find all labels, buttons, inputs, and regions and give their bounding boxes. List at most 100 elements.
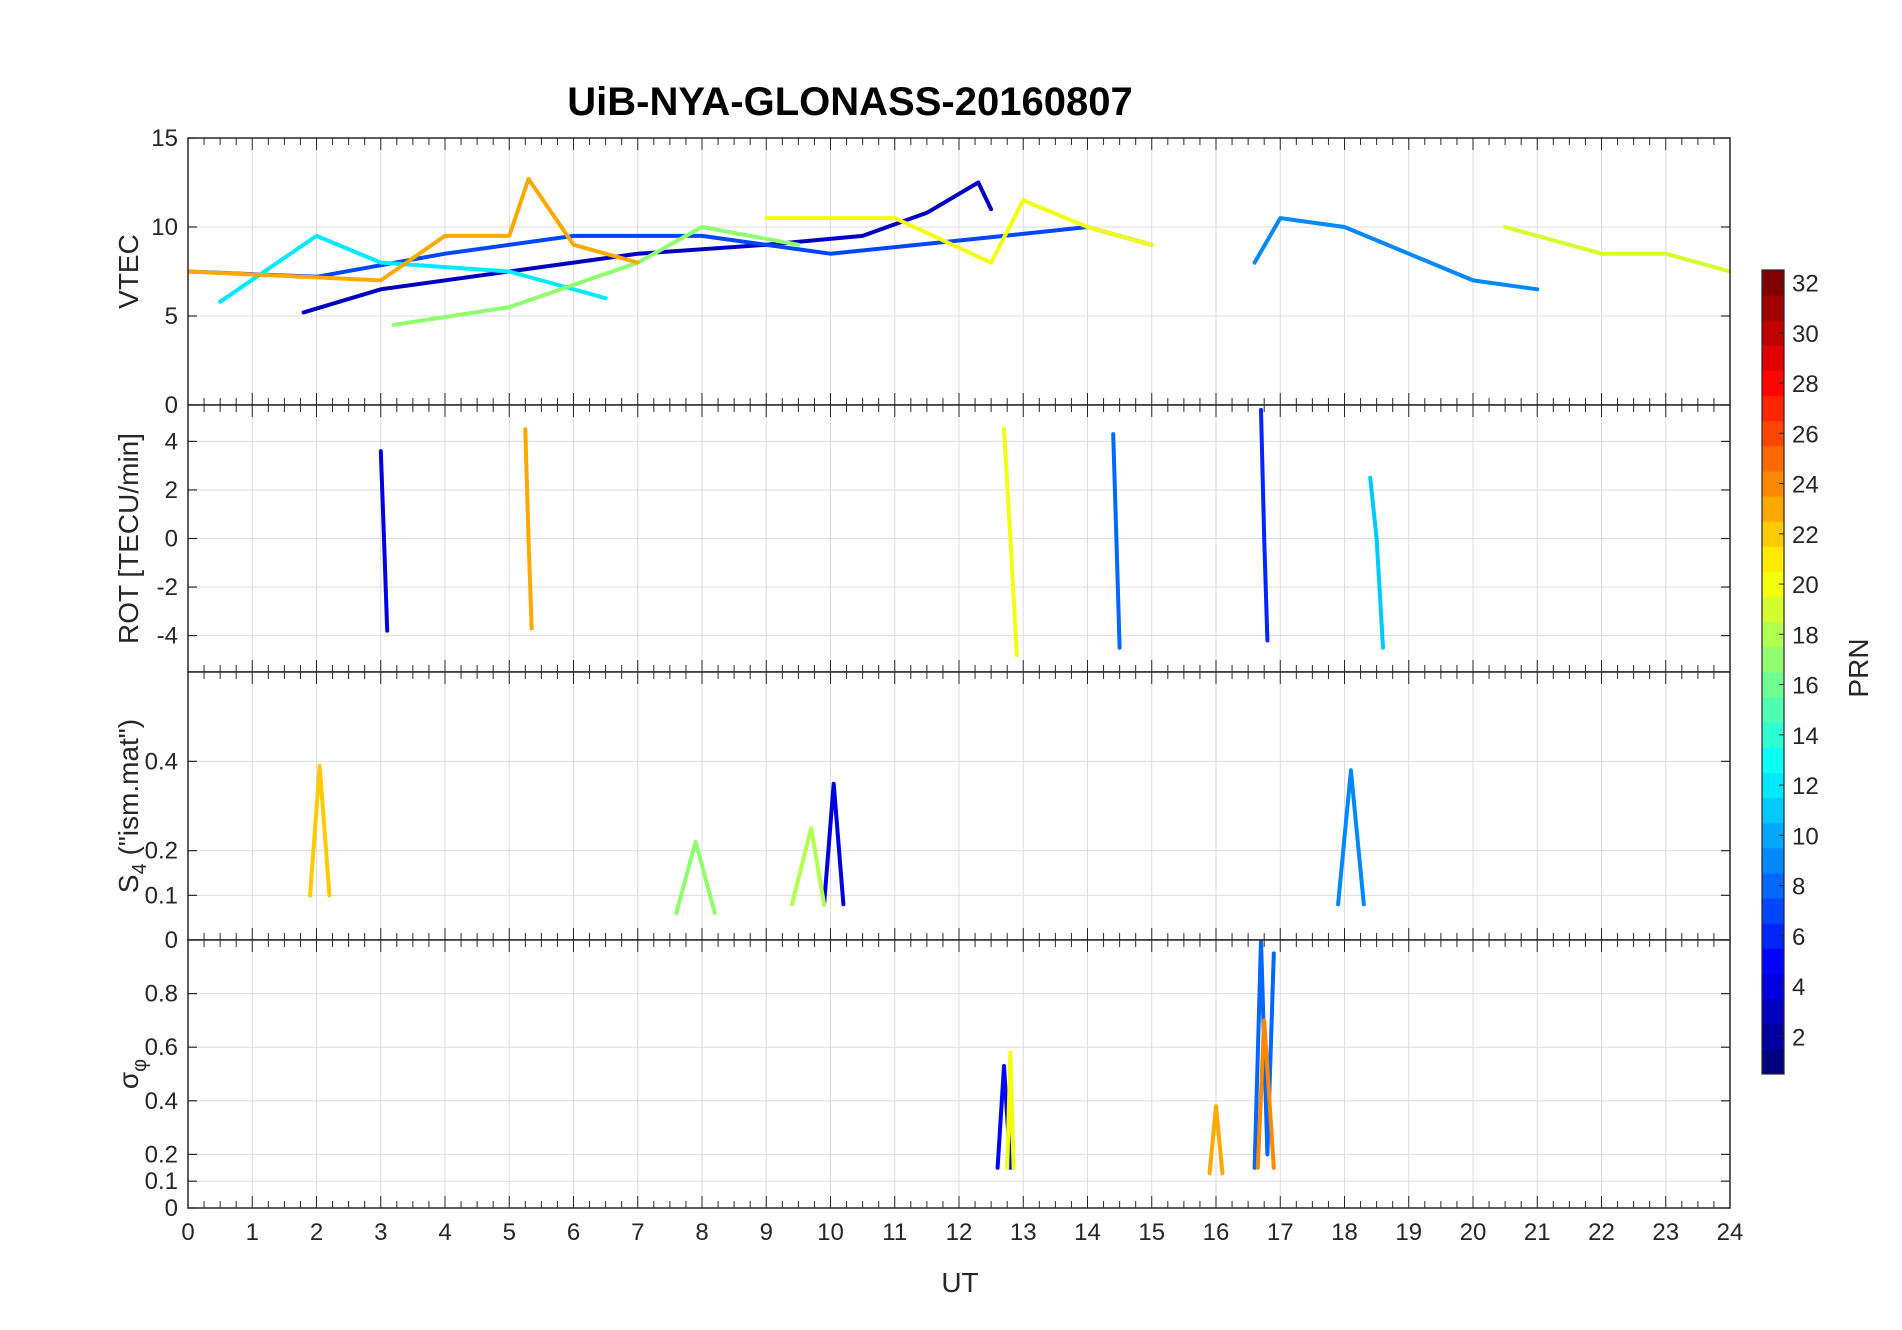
colorbar-tick-label: 14 [1792,723,1819,750]
colorbar-band [1762,621,1784,648]
colorbar-tick-label: 16 [1792,673,1819,700]
series-group [378,407,1385,657]
y-tick-label: -4 [157,623,178,650]
colorbar-band [1762,345,1784,371]
x-tick-label: 2 [310,1219,323,1246]
colorbar-band [1762,672,1784,698]
x-tick-label: 15 [1138,1219,1165,1246]
colorbar-band [1762,747,1784,773]
colorbar-tick-label: 8 [1792,874,1805,901]
series-line-prn-20 [764,198,1154,265]
colorbar-tick-label: 24 [1792,472,1819,499]
x-tick-label: 0 [181,1219,194,1246]
colorbar-tick-label: 6 [1792,924,1805,951]
x-tick-label: 18 [1331,1219,1358,1246]
y-axis-label: VTEC [113,234,144,309]
panel-rot: -4 -2 0 2 4 ROT [TECU/min] [113,404,1731,673]
colorbar-band [1762,847,1784,874]
y-axis-label: σφ [113,1059,151,1089]
series-line-prn-4 [378,449,390,633]
colorbar-band [1762,496,1784,522]
x-tick-label: 13 [1010,1219,1037,1246]
series-line-prn-12 [218,233,608,304]
colorbar-tick-label: 22 [1792,522,1819,549]
series-line-prn-9 [1336,768,1366,907]
colorbar-tick-label: 30 [1792,321,1819,348]
y-tick-label: 2 [165,477,178,504]
x-tick-label: 24 [1717,1219,1744,1246]
colorbar-band [1762,646,1784,673]
colorbar-tick-label: 2 [1792,1024,1805,1051]
x-tick-label: 7 [631,1219,644,1246]
series-line-prn-8 [1111,432,1122,650]
y-tick-label: 0.2 [145,1141,178,1168]
colorbar-tick-label: 26 [1792,421,1819,448]
x-tick-labels: 0 1 2 3 4 5 6 7 8 9 10 11 12 13 14 15 16 17 18 19 20 21 22 23 24 [181,1219,1743,1246]
series-group [308,763,1366,916]
y-tick-label: 5 [165,303,178,330]
colorbar-band [1762,898,1784,924]
colorbar-band [1762,722,1784,748]
colorbar-band [1762,822,1784,849]
colorbar-band [1762,320,1784,346]
x-tick-label: 12 [946,1219,973,1246]
colorbar-band [1762,1023,1784,1050]
x-tick-label: 8 [695,1219,708,1246]
colorbar-band [1762,546,1784,572]
y-tick-label: 15 [151,125,178,152]
series-line-prn-19 [1503,225,1730,274]
y-tick-label: 0 [165,927,178,954]
x-tick-label: 14 [1074,1219,1101,1246]
colorbar-band [1762,1048,1784,1075]
colorbar-band [1762,973,1784,1000]
y-tick-label: 0 [165,392,178,419]
series-line-prn-7 [188,225,1154,279]
colorbar-tick-label: 12 [1792,773,1819,800]
x-tick-label: 1 [246,1219,259,1246]
colorbar-band [1762,395,1784,422]
colorbar-band [1762,471,1784,497]
x-tick-label: 21 [1524,1219,1551,1246]
series-line-prn-23 [1207,1104,1225,1176]
colorbar-band [1762,445,1784,472]
series-line-prn-23 [188,176,640,283]
axes-frame [187,939,1731,1209]
y-tick-label: 0.1 [145,882,178,909]
x-tick-label: 10 [817,1219,844,1246]
colorbar-band [1762,998,1784,1025]
x-tick-label: 17 [1267,1219,1294,1246]
colorbar-band [1762,697,1784,723]
series-line-prn-9 [1252,216,1540,292]
series-line-prn-4 [822,781,846,907]
x-tick-label: 11 [882,1219,907,1246]
y-tick-label: 0.4 [145,748,178,775]
colorbar-band [1762,923,1784,949]
y-tick-label: 4 [165,428,178,455]
y-tick-label: -2 [157,574,178,601]
colorbar-tick-label: 32 [1792,271,1819,298]
series-group [188,176,1730,327]
colorbar-band [1762,596,1784,623]
y-tick-label: 0.6 [145,1034,178,1061]
series-line-prn-11 [1368,475,1385,650]
colorbar-frame [1761,269,1785,1075]
x-tick-label: 20 [1460,1219,1487,1246]
colorbar-tick-label: 18 [1792,622,1819,649]
colorbar-band [1762,420,1784,447]
series-line-prn-6 [1259,407,1270,643]
colorbar-tick-label: 4 [1792,974,1805,1001]
x-tick-label: 6 [567,1219,580,1246]
y-axis-label: S4 ("ism.mat") [113,719,151,893]
colorbar-band [1762,873,1784,899]
x-tick-label: 19 [1395,1219,1422,1246]
series-line-prn-24 [1255,1018,1276,1170]
y-tick-label: 0 [165,1195,178,1222]
y-tick-label: 10 [151,214,178,241]
panel-sigma_phi: 00.10.2 0.4 0.6 0.8 σφ [113,939,1731,1222]
series-line-prn-22 [308,763,332,898]
colorbar-tick-label: 20 [1792,572,1819,599]
figure-title: UiB-NYA-GLONASS-20160807 [567,80,1132,124]
